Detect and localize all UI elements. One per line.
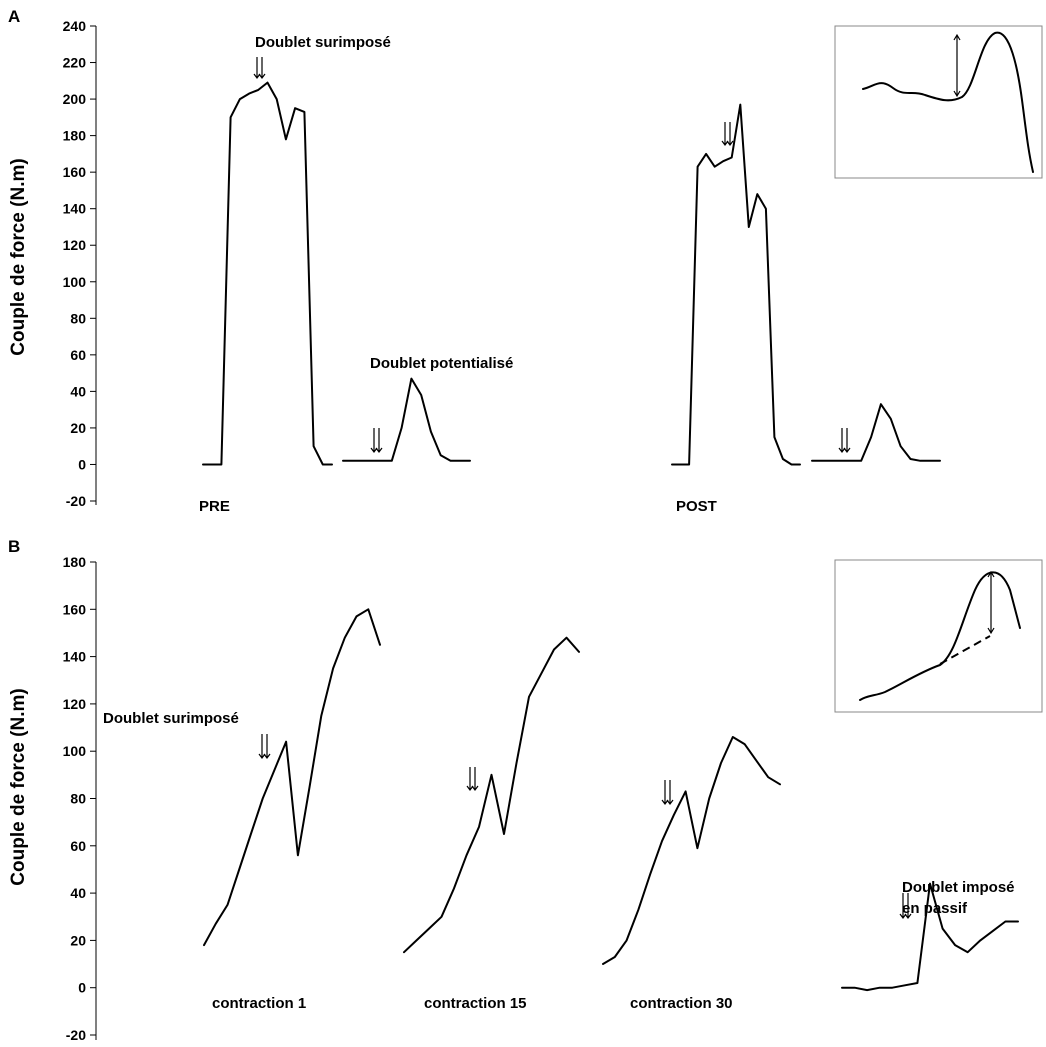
y-tick-label: 220: [63, 55, 87, 71]
group-label-post: POST: [676, 498, 717, 515]
doublet-arrow-icon: [258, 734, 271, 759]
doublet-arrow-icon: [838, 428, 851, 453]
panel-a-inset-trace: [862, 31, 1034, 173]
annotation-doublet-potentialise: Doublet potentialisé: [370, 355, 513, 372]
group-label-contraction-15: contraction 15: [424, 995, 527, 1012]
torque-trace-a-3: [671, 103, 801, 466]
group-label-contraction-1: contraction 1: [212, 995, 306, 1012]
annotation-en-passif: en passif: [902, 900, 968, 917]
panel-a-inset-frame: [834, 25, 1043, 179]
panel-b-y-axis-title: Couple de force (N.m): [8, 688, 29, 885]
panel-a-y-ticks: -20 0 20 40 60 80 100 120 140 160 180 200 220 240: [63, 18, 96, 509]
y-tick-label: 100: [63, 743, 87, 759]
y-tick-label: 0: [78, 980, 86, 996]
annotation-doublet-impose: Doublet imposé: [902, 879, 1015, 896]
y-tick-label: 160: [63, 601, 87, 617]
doublet-arrow-icon: [370, 428, 383, 453]
torque-trace-b-1: [203, 608, 381, 947]
y-tick-label: 20: [70, 420, 86, 436]
y-tick-label: 240: [63, 18, 87, 34]
y-tick-label: 100: [63, 274, 87, 290]
y-tick-label: 180: [63, 554, 87, 570]
group-label-pre: PRE: [199, 498, 230, 515]
y-tick-label: 0: [78, 456, 86, 472]
y-tick-label: 160: [63, 164, 87, 180]
panel-a: A -20 0 20 40 60 80 100 120 140 160 180 200 220 240 C…: [8, 7, 1043, 515]
y-tick-label: 200: [63, 91, 87, 107]
torque-trace-a-1: [202, 81, 333, 466]
torque-trace-b-3: [602, 736, 781, 965]
inset-baseline-dashed-line: [939, 635, 991, 665]
panel-b: B -20 0 20 40 60 80 100 120 140 160 180 Couple de …: [8, 537, 1043, 1043]
y-tick-label: 120: [63, 237, 87, 253]
y-tick-label: 120: [63, 696, 87, 712]
torque-trace-b-2: [403, 636, 580, 954]
panel-a-inset: [834, 25, 1043, 179]
doublet-arrow-icon: [899, 893, 912, 919]
y-tick-label: 140: [63, 649, 87, 665]
doublet-arrow-icon: [466, 767, 479, 791]
y-tick-label: 80: [70, 791, 86, 807]
panel-a-y-axis-title: Couple de force (N.m): [8, 158, 29, 355]
torque-trace-a-2: [342, 377, 471, 462]
annotation-doublet-surimpose-a: Doublet surimposé: [255, 34, 391, 51]
doublet-arrow-icon: [661, 780, 674, 805]
panel-b-inset-frame: [834, 559, 1043, 713]
inset-amplitude-arrow-icon: [987, 570, 995, 635]
annotation-doublet-surimpose-b: Doublet surimposé: [103, 710, 239, 727]
panel-b-inset: [834, 559, 1043, 713]
group-label-contraction-30: contraction 30: [630, 995, 733, 1012]
panel-b-y-ticks: -20 0 20 40 60 80 100 120 140 160 180: [63, 554, 96, 1043]
doublet-arrow-icon: [253, 57, 266, 79]
panel-a-traces: [202, 81, 941, 466]
y-tick-label: -20: [66, 493, 86, 509]
y-tick-label: 20: [70, 932, 86, 948]
y-tick-label: 40: [70, 383, 86, 399]
torque-trace-b-4: [841, 882, 1019, 992]
torque-trace-a-4: [811, 403, 941, 462]
y-tick-label: 80: [70, 310, 86, 326]
y-tick-label: 40: [70, 885, 86, 901]
y-tick-label: 60: [70, 347, 86, 363]
panel-a-label: A: [8, 7, 20, 26]
panel-b-label: B: [8, 537, 20, 556]
y-tick-label: 140: [63, 201, 87, 217]
y-tick-label: 180: [63, 128, 87, 144]
y-tick-label: 60: [70, 838, 86, 854]
inset-amplitude-arrow-icon: [953, 33, 961, 98]
panel-b-traces: [203, 608, 1019, 992]
y-tick-label: -20: [66, 1027, 86, 1043]
doublet-arrow-icon: [721, 122, 734, 146]
